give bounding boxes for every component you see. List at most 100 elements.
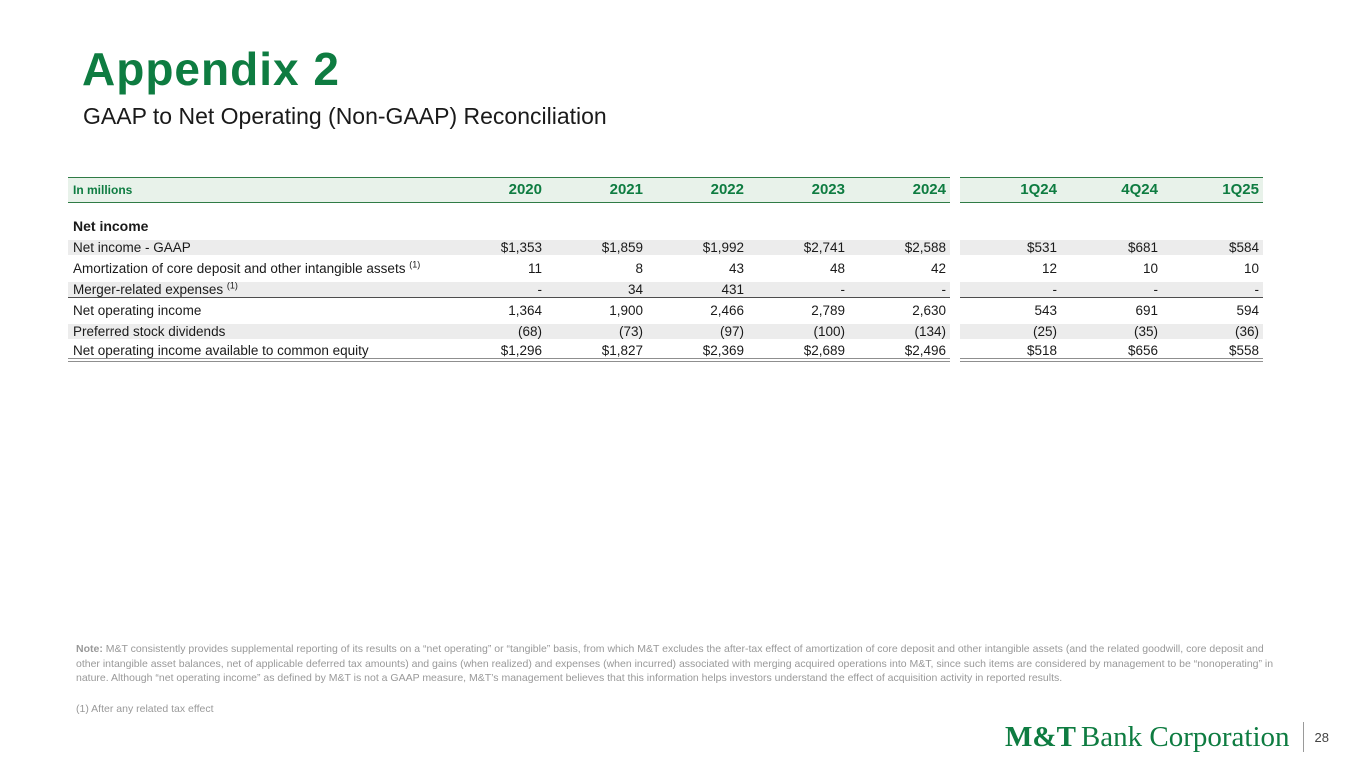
value-cell: 2,466 <box>710 303 744 318</box>
column-group-gap <box>950 279 960 300</box>
row-label-text: Net income - GAAP <box>73 240 191 255</box>
column-header-2021: 2021 <box>546 177 647 203</box>
row-label-text: Merger-related expenses <box>73 281 227 297</box>
value-cell: (73) <box>546 324 647 339</box>
logo-bank-corporation-text: Bank Corporation <box>1080 720 1290 753</box>
value-cell: - <box>748 281 849 298</box>
section-header-row: Net income <box>68 215 1263 237</box>
value-cell: $2,496 <box>849 343 950 362</box>
page-number: 28 <box>1314 729 1329 745</box>
value-cell: 48 <box>829 261 845 276</box>
footnote-marker: (1) <box>226 280 238 290</box>
table-row-net-operating-income: Net operating income 1,364 1,900 2,466 2… <box>68 300 1263 321</box>
value-cell: (134) <box>849 324 950 339</box>
row-label: Net income - GAAP <box>68 240 445 255</box>
value-cell: $2,588 <box>849 240 950 255</box>
value-cell: $518 <box>960 343 1061 362</box>
value-cell: 1,364 <box>508 303 542 318</box>
table-row-amortization: Amortization of core deposit and other i… <box>68 258 1263 279</box>
value-cell: (36) <box>1162 324 1263 339</box>
value-cell: 12 <box>1041 261 1057 276</box>
value-cell: 10 <box>1142 261 1158 276</box>
value-cell: 43 <box>728 261 744 276</box>
value-cell: (35) <box>1061 324 1162 339</box>
reconciliation-table: In millions 2020 2021 2022 2023 2024 1Q2… <box>68 177 1263 363</box>
value-cell: $1,859 <box>546 240 647 255</box>
value-cell: 42 <box>930 261 946 276</box>
column-header-4q24: 4Q24 <box>1061 177 1162 203</box>
note-text: M&T consistently provides supplemental r… <box>76 643 1274 685</box>
value-cell: $1,992 <box>647 240 748 255</box>
column-group-gap <box>950 258 960 279</box>
column-group-gap <box>950 321 960 342</box>
value-cell: (25) <box>960 324 1061 339</box>
value-cell: $2,369 <box>647 343 748 362</box>
table-header-row: In millions 2020 2021 2022 2023 2024 1Q2… <box>68 177 1263 203</box>
footer-divider <box>1302 722 1304 752</box>
column-header-2022: 2022 <box>647 177 748 203</box>
value-cell: - <box>849 281 950 298</box>
value-cell: (97) <box>647 324 748 339</box>
page-title: Appendix 2 <box>82 43 340 95</box>
value-cell: - <box>445 281 546 298</box>
row-label: Amortization of core deposit and other i… <box>68 259 445 276</box>
value-cell: (68) <box>445 324 546 339</box>
value-cell: $558 <box>1162 343 1263 362</box>
footnote-marker: (1) <box>409 259 421 270</box>
value-cell: 11 <box>527 261 542 276</box>
row-label: Preferred stock dividends <box>68 324 445 339</box>
value-cell: 8 <box>635 261 643 276</box>
value-cell: - <box>1162 281 1263 298</box>
value-cell: 2,630 <box>912 303 946 318</box>
section-header-label: Net income <box>73 218 149 234</box>
mt-bank-logo: M&T Bank Corporation <box>1005 720 1290 753</box>
row-label: Merger-related expenses (1) <box>68 280 445 298</box>
value-cell: 10 <box>1243 261 1259 276</box>
column-header-1q24: 1Q24 <box>960 177 1061 203</box>
column-group-gap <box>950 237 960 258</box>
column-header-2023: 2023 <box>748 177 849 203</box>
footnote-1: (1) After any related tax effect <box>76 703 214 715</box>
value-cell: 34 <box>546 281 647 298</box>
value-cell: $531 <box>960 240 1061 255</box>
slide-footer: M&T Bank Corporation 28 <box>1005 722 1329 752</box>
note-label: Note: <box>76 643 103 655</box>
value-cell: 2,789 <box>811 303 845 318</box>
row-label-text: Net operating income <box>73 303 202 318</box>
value-cell: 543 <box>1034 303 1057 318</box>
row-label: Net operating income <box>68 303 445 318</box>
table-row-merger-expenses: Merger-related expenses (1) - 34 431 - -… <box>68 279 1263 300</box>
value-cell: 691 <box>1135 303 1158 318</box>
value-cell: $1,296 <box>445 343 546 362</box>
value-cell: - <box>960 281 1061 298</box>
value-cell: $2,689 <box>748 343 849 362</box>
logo-mt-text: M&T <box>1005 720 1076 753</box>
value-cell: $656 <box>1061 343 1162 362</box>
value-cell: (100) <box>748 324 849 339</box>
column-header-2024: 2024 <box>849 177 950 203</box>
value-cell: $2,741 <box>748 240 849 255</box>
column-header-1q25: 1Q25 <box>1162 177 1263 203</box>
value-cell: $584 <box>1162 240 1263 255</box>
row-label-text: Amortization of core deposit and other i… <box>73 261 410 276</box>
column-group-gap <box>950 300 960 321</box>
value-cell: 431 <box>647 281 748 298</box>
column-group-gap <box>950 177 960 203</box>
table-row-net-income-gaap: Net income - GAAP $1,353 $1,859 $1,992 $… <box>68 237 1263 258</box>
table-row-net-operating-income-common: Net operating income available to common… <box>68 342 1263 363</box>
page-subtitle: GAAP to Net Operating (Non-GAAP) Reconci… <box>83 103 607 129</box>
column-header-2020: 2020 <box>445 177 546 203</box>
column-group-gap <box>950 342 960 363</box>
value-cell: 1,900 <box>609 303 643 318</box>
value-cell: - <box>1061 281 1162 298</box>
table-row-preferred-dividends: Preferred stock dividends (68) (73) (97)… <box>68 321 1263 342</box>
row-label-text: Preferred stock dividends <box>73 324 226 339</box>
disclosure-note: Note: M&T consistently provides suppleme… <box>76 642 1288 686</box>
value-cell: $1,827 <box>546 343 647 362</box>
value-cell: $681 <box>1061 240 1162 255</box>
value-cell: 594 <box>1236 303 1259 318</box>
value-cell: $1,353 <box>445 240 546 255</box>
table-corner-label: In millions <box>68 177 445 203</box>
row-label: Net operating income available to common… <box>68 343 445 362</box>
